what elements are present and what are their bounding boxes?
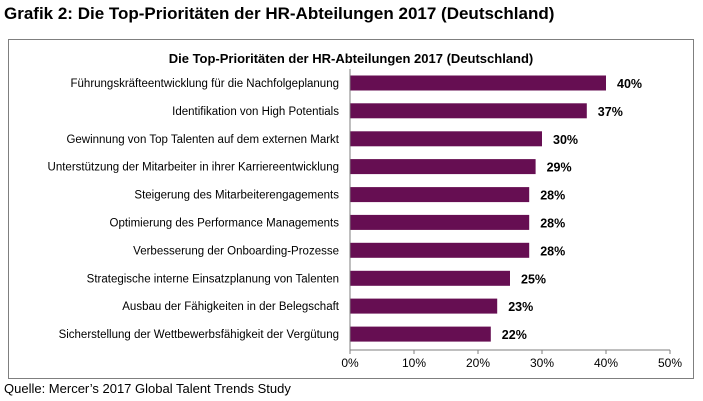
x-tick-label: 0% [341,356,359,370]
category-label: Führungskräfteentwicklung für die Nachfo… [71,78,340,90]
category-label: Gewinnung von Top Talenten auf dem exter… [66,134,339,146]
bar [350,75,606,91]
bar [350,159,536,175]
chart-frame [8,39,694,379]
bar [350,298,498,314]
data-label: 28% [540,189,565,203]
x-tick-label: 40% [594,356,618,370]
data-label: 22% [502,328,527,342]
data-label: 25% [521,272,546,286]
data-label: 29% [547,161,572,175]
bar [350,326,491,342]
bar [350,187,530,203]
data-label: 37% [598,105,623,119]
chart-title: Die Top-Prioritäten der HR-Abteilungen 2… [169,51,534,66]
data-label: 28% [540,244,565,258]
source-note: Quelle: Mercer’s 2017 Global Talent Tren… [4,381,291,396]
x-tick-label: 10% [402,356,426,370]
figure-heading: Grafik 2: Die Top-Prioritäten der HR-Abt… [4,4,555,23]
data-label: 28% [540,216,565,230]
category-label: Identifikation von High Potentials [172,106,339,118]
category-label: Verbesserung der Onboarding-Prozesse [133,245,339,257]
category-label: Steigerung des Mitarbeiterengagements [134,190,339,202]
bar [350,214,530,230]
category-label: Unterstützung der Mitarbeiter in ihrer K… [48,162,339,174]
x-tick-label: 20% [466,356,490,370]
data-label: 40% [617,77,642,91]
data-label: 23% [508,300,533,314]
data-label: 30% [553,133,578,147]
category-label: Strategische interne Einsatzplanung von … [87,273,339,285]
bar [350,270,510,286]
x-tick-label: 50% [658,356,682,370]
bar [350,103,587,119]
bar [350,242,530,258]
category-label: Sicherstellung der Wettbewerbsfähigkeit … [59,329,339,341]
x-tick-label: 30% [530,356,554,370]
category-label: Optimierung des Performance Managements [110,217,340,229]
category-label: Ausbau der Fähigkeiten in der Belegschaf… [122,301,340,313]
bar [350,131,542,147]
